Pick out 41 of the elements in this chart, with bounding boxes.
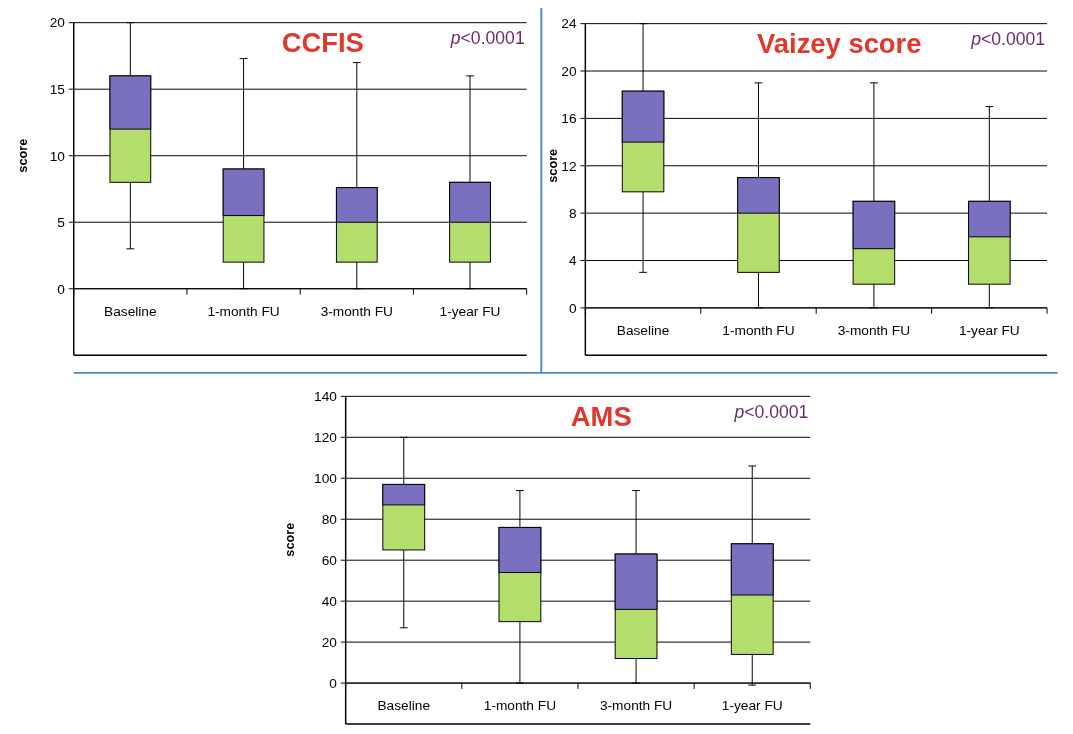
x-tick-label: 1-month FU <box>722 323 795 339</box>
x-tick-label: 3-month FU <box>837 323 911 339</box>
x-tick-label: Baseline <box>377 698 431 714</box>
y-tick-label: 8 <box>568 205 577 221</box>
y-tick-label: 4 <box>568 253 577 269</box>
annotation: p<0.0001 <box>449 28 525 49</box>
y-tick-label: 20 <box>561 63 577 79</box>
y-tick-label: 0 <box>329 675 338 691</box>
y-tick-label: 5 <box>57 215 66 231</box>
chart-title: AMS <box>570 400 632 432</box>
y-tick-label: 0 <box>568 300 577 316</box>
y-tick-label: 80 <box>321 512 338 528</box>
y-tick-label: 100 <box>314 471 338 487</box>
x-tick-label: 1-year FU <box>721 698 783 714</box>
x-tick-label: 1-month FU <box>207 304 280 320</box>
y-tick-label: 140 <box>314 389 338 405</box>
x-tick-label: 3-month FU <box>599 698 673 714</box>
x-tick-label: 1-year FU <box>958 323 1020 339</box>
annotation: p<0.0001 <box>733 401 809 422</box>
x-tick-label: Baseline <box>616 323 670 339</box>
x-tick-label: 3-month FU <box>320 304 393 320</box>
y-tick-label: 20 <box>49 15 66 31</box>
y-tick-label: 20 <box>321 634 338 650</box>
y-tick-label: 16 <box>561 111 577 127</box>
y-tick-label: 40 <box>321 593 338 609</box>
x-tick-label: 1-month FU <box>483 698 557 714</box>
chart-title: Vaizey score <box>757 28 922 59</box>
x-tick-label: 1-year FU <box>439 304 501 320</box>
y-tick-label: 60 <box>321 552 338 568</box>
y-tick-label: 10 <box>49 148 66 164</box>
y-axis-title: score <box>15 138 31 173</box>
chart-title: CCFIS <box>281 27 364 59</box>
x-tick-label: Baseline <box>104 304 157 320</box>
y-tick-label: 12 <box>561 158 577 174</box>
annotation: p<0.0001 <box>970 29 1046 50</box>
y-tick-label: 24 <box>561 16 577 32</box>
y-tick-label: 0 <box>57 281 66 297</box>
y-axis-title: score <box>544 148 560 183</box>
y-tick-label: 15 <box>49 81 66 97</box>
y-axis-title: score <box>282 522 298 557</box>
y-tick-label: 120 <box>314 430 338 446</box>
